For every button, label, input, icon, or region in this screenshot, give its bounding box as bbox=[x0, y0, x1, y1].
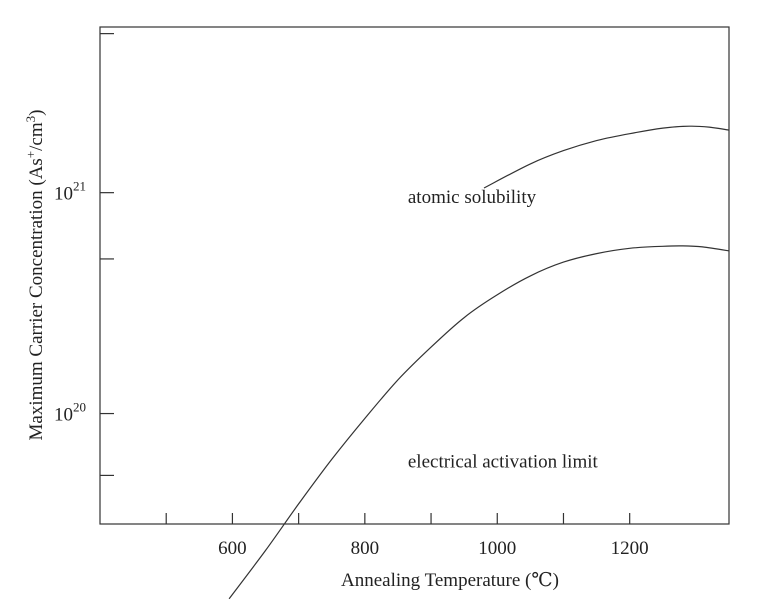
annotation-layer: atomic solubility electrical activation l… bbox=[408, 187, 599, 473]
series-layer bbox=[228, 125, 730, 600]
annotation-label: atomic solubility bbox=[408, 187, 537, 208]
y-tick-label: 1021 bbox=[54, 179, 86, 205]
electrical-activation-limit-curve bbox=[228, 245, 730, 600]
x-axis-title: Annealing Temperature (℃) bbox=[341, 570, 559, 591]
x-tick-label: 600 bbox=[218, 538, 247, 559]
x-tick-label: 1200 bbox=[611, 538, 649, 559]
atomic-solubility-curve bbox=[483, 125, 730, 189]
plot-frame bbox=[99, 26, 730, 525]
x-axis-ticks: 600 800 1000 1200 bbox=[165, 513, 649, 559]
y-axis-title: Maximum Carrier Concentration (As+/cm3) bbox=[23, 110, 47, 441]
x-tick-label: 800 bbox=[351, 538, 380, 559]
x-tick-label: 1000 bbox=[478, 538, 516, 559]
annotation-label: electrical activation limit bbox=[408, 451, 599, 472]
y-tick-label: 1020 bbox=[54, 400, 86, 426]
y-axis-ticks: 1020 1021 bbox=[54, 33, 114, 477]
